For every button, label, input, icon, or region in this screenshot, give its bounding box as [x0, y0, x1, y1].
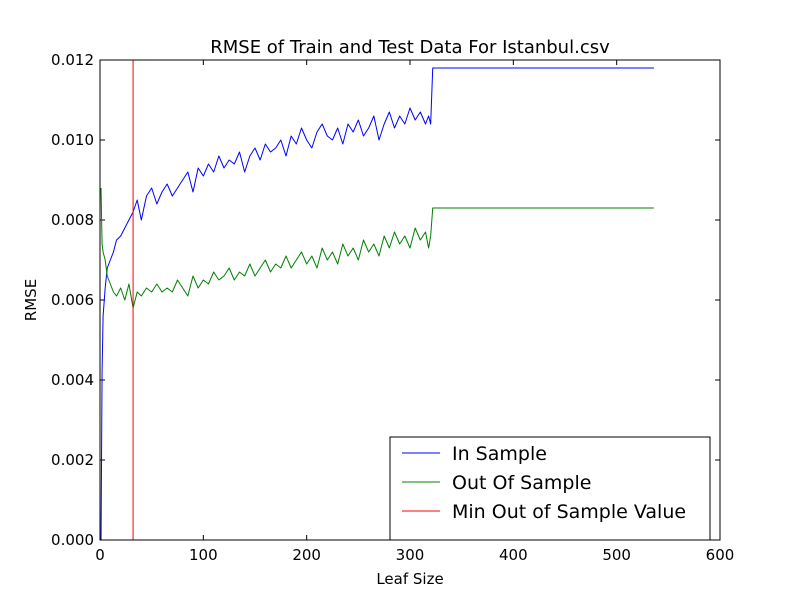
legend-box [389, 436, 711, 541]
x-tick-label: 400 [499, 546, 528, 564]
chart-title: RMSE of Train and Test Data For Istanbul… [210, 37, 610, 58]
y-tick-label: 0.008 [51, 211, 94, 229]
x-axis-ticks: 0 100 200 300 400 500 600 [95, 60, 734, 564]
x-tick-label: 500 [602, 546, 631, 564]
x-tick-label: 200 [292, 546, 321, 564]
legend-label-min-out-of-sample: Min Out of Sample Value [452, 501, 686, 523]
legend-label-in-sample: In Sample [452, 443, 547, 465]
x-tick-label: 0 [95, 546, 105, 564]
y-tick-label: 0.012 [51, 51, 94, 69]
y-axis-label: RMSE [22, 279, 40, 321]
x-axis-label: Leaf Size [376, 570, 443, 588]
x-tick-label: 300 [396, 546, 425, 564]
series-line-out-of-sample [100, 187, 654, 309]
series-layer [100, 60, 654, 541]
series-line-in-sample [100, 67, 654, 541]
x-tick-label: 100 [189, 546, 218, 564]
y-tick-label: 0.006 [51, 291, 94, 309]
y-tick-label: 0.010 [51, 131, 94, 149]
y-tick-label: 0.004 [51, 371, 94, 389]
y-tick-label: 0.000 [51, 531, 94, 549]
legend: In Sample Out Of Sample Min Out of Sampl… [389, 436, 711, 541]
x-tick-label: 600 [706, 546, 735, 564]
legend-label-out-of-sample: Out Of Sample [452, 472, 591, 494]
y-tick-label: 0.002 [51, 451, 94, 469]
y-axis-ticks: 0.000 0.002 0.004 0.006 0.008 0.010 0.012 [51, 51, 720, 549]
